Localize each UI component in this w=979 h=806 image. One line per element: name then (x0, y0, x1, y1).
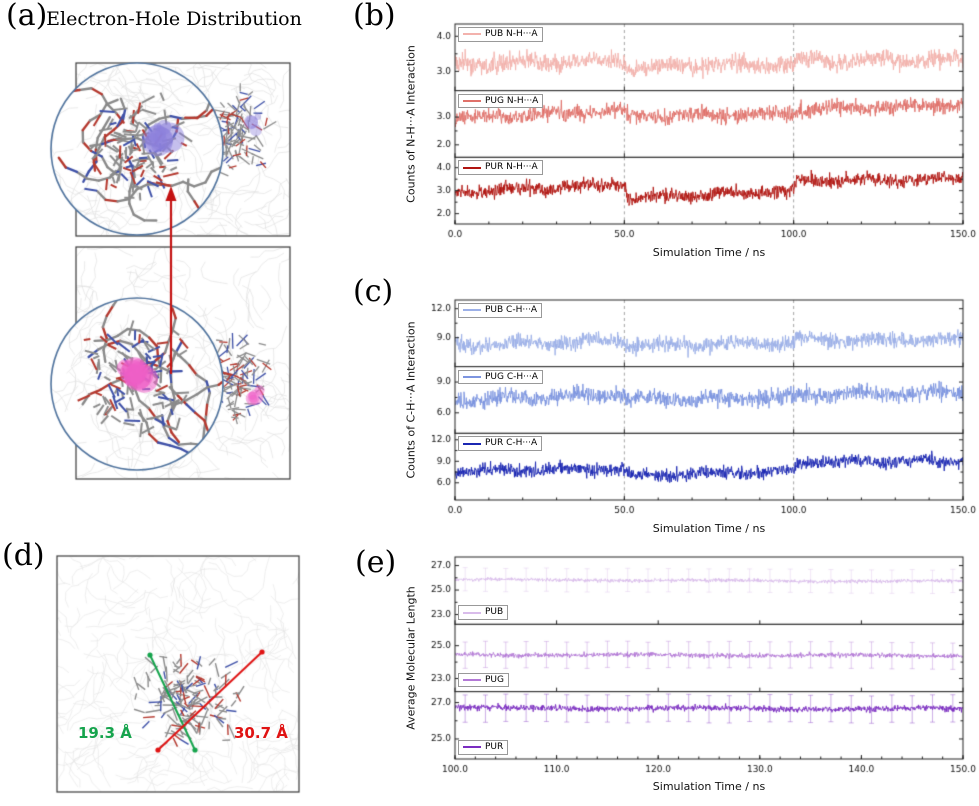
red-length-annotation: 30.7 Å (234, 724, 288, 742)
legend-line-swatch (463, 442, 481, 445)
legend-line-swatch (463, 33, 481, 36)
legend-label: PUB (485, 607, 504, 618)
legend-label: PUR C-H···A (485, 438, 538, 449)
legend-line-swatch (463, 376, 481, 379)
legend-label: PUR N-H···A (485, 162, 538, 173)
legend-item-pub: PUB (458, 605, 509, 621)
panel-d-molecular-rendering (0, 540, 346, 806)
legend-item-pur-nha: PUR N-H···A (458, 160, 543, 176)
legend-line-swatch (463, 309, 481, 312)
legend-line-swatch (463, 679, 481, 682)
panel-c-x-axis-title: Simulation Time / ns (652, 522, 766, 535)
panel-b-x-axis-title: Simulation Time / ns (652, 246, 766, 259)
legend-item-pub-cha: PUB C-H···A (458, 303, 543, 318)
panel-b-label: (b) (353, 0, 396, 33)
panel-e-chart-canvas (349, 547, 979, 806)
panel-a: (a) Electron-Hole Distribution (0, 0, 346, 514)
panel-b-chart-canvas (349, 0, 979, 275)
legend-label: PUG C-H···A (485, 371, 538, 382)
panel-c-label: (c) (353, 274, 394, 309)
panel-a-label: (a) (6, 0, 48, 33)
legend-item-pug-cha: PUG C-H···A (458, 369, 543, 385)
panel-e-y-axis-title: Average Molecular Length (404, 586, 418, 730)
legend-item-pug: PUG (458, 672, 509, 688)
panel-c: (c) Counts of C-H···A Interaction Simula… (349, 276, 979, 551)
panel-d-label: (d) (2, 538, 45, 573)
panel-a-molecular-rendering (0, 0, 346, 514)
legend-label: PUG N-H···A (485, 95, 539, 106)
legend-line-swatch (463, 746, 481, 749)
panel-b-y-axis-title: Counts of N-H···A Interaction (404, 45, 418, 203)
legend-line-swatch (463, 611, 481, 614)
legend-item-pur: PUR (458, 740, 509, 755)
panel-c-y-axis-title: Counts of C-H···A Interaction (404, 321, 418, 479)
green-length-annotation: 19.3 Å (78, 724, 132, 742)
electron-hole-distribution-title: Electron-Hole Distribution (46, 8, 302, 30)
panel-e-label: (e) (355, 545, 397, 580)
legend-label: PUB C-H···A (485, 305, 538, 315)
legend-item-pub-nha: PUB N-H···A (458, 27, 543, 42)
legend-item-pug-nha: PUG N-H···A (458, 93, 544, 109)
legend-label: PUB N-H···A (485, 29, 538, 39)
legend-line-swatch (463, 100, 481, 103)
legend-label: PUR (485, 742, 504, 752)
panel-e-x-axis-title: Simulation Time / ns (652, 780, 766, 793)
legend-label: PUG (485, 674, 504, 685)
panel-e: (e) Average Molecular Length Simulation … (349, 547, 979, 806)
panel-c-chart-canvas (349, 276, 979, 551)
panel-b: (b) Counts of N-H···A Interaction Simula… (349, 0, 979, 275)
panel-d: (d) 19.3 Å 30.7 Å (0, 540, 346, 806)
legend-line-swatch (463, 166, 481, 169)
legend-item-pur-cha: PUR C-H···A (458, 436, 543, 452)
